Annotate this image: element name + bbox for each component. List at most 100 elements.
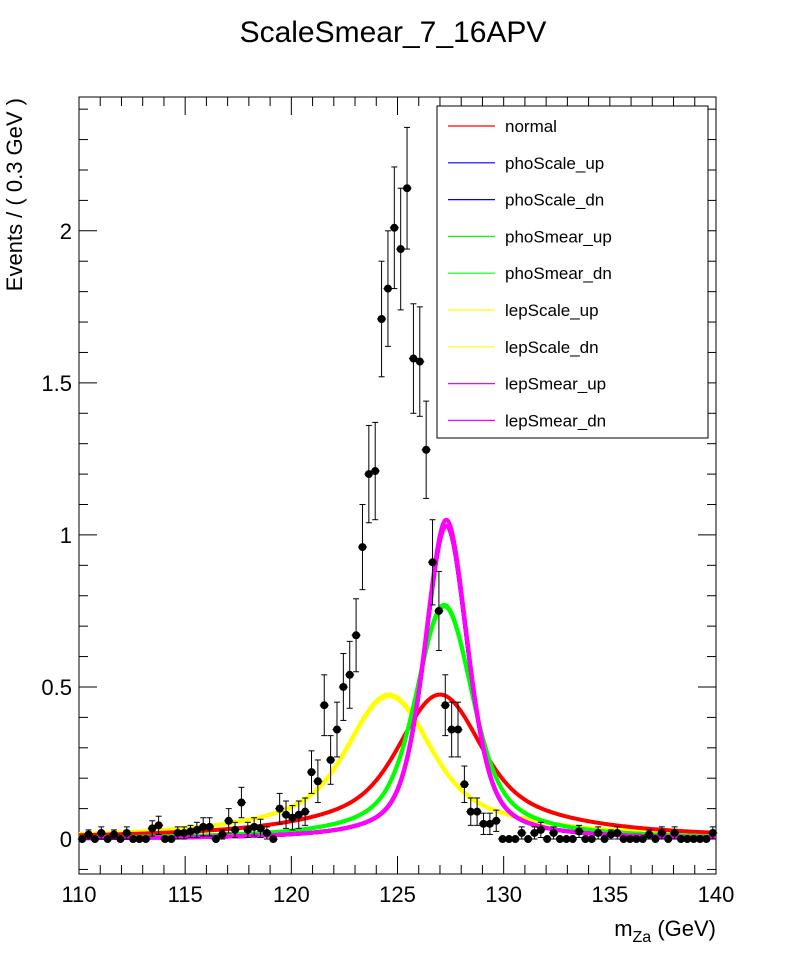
data-point [568,835,577,844]
data-point [600,835,609,844]
legend-label-lepSmear_up: lepSmear_up [505,375,606,394]
x-tick-label: 120 [273,882,310,907]
data-point [282,810,291,819]
legend-box [436,105,709,439]
data-point [224,816,233,825]
data-point [135,835,144,844]
data-point [396,245,405,254]
data-point [511,835,520,844]
data-point [237,798,246,807]
data-point [517,828,526,837]
y-tick-label: 1.5 [41,371,72,396]
data-point [524,835,533,844]
data-point [256,824,265,833]
data-point [358,543,367,552]
legend: normal phoScale_up phoScale_dn phoSmear_upp… [436,105,709,439]
data-point [211,835,220,844]
data-point [288,813,297,822]
legend-label-phoSmear_dn: phoSmear_dn [505,264,612,283]
legend-label-phoScale_up: phoScale_up [505,154,604,173]
x-axis-label-main: m [614,916,632,941]
data-point [587,835,596,844]
chart-title: ScaleSmear_7_16APV [240,16,547,49]
data-point [466,807,475,816]
data-point [390,223,399,232]
data-point [485,819,494,828]
axes: 110 115 120 125 130 135 140 0 0.5 1 1.5 2 [41,97,734,907]
data-point [403,184,412,193]
data-point [313,777,322,786]
data-point [122,828,131,837]
data-point [409,354,418,363]
x-tick-label: 110 [61,882,96,907]
data-point [103,835,112,844]
legend-label-lepSmear_dn: lepSmear_dn [505,411,606,430]
data-point [205,822,214,831]
data-point [492,816,501,825]
data-point [218,830,227,839]
data-point [562,835,571,844]
data-point [160,835,169,844]
data-point [638,835,647,844]
data-point [377,315,386,323]
data-point [575,827,584,836]
data-point [543,835,552,844]
data-point [320,701,329,710]
data-point [454,725,463,734]
data-point [613,828,622,837]
data-point [332,725,341,734]
data-point [555,835,564,844]
x-tick-label: 140 [698,882,735,907]
data-point [199,822,208,831]
x-tick-label: 125 [379,882,416,907]
data-point [581,835,590,844]
data-point [632,835,641,844]
data-point [473,807,482,816]
data-point [154,821,163,830]
data-point [441,701,450,710]
data-point [110,830,119,839]
data-point [339,682,348,691]
legend-label-normal: normal [505,117,557,136]
data-point [97,828,106,837]
data-point [619,835,628,844]
data-point [116,835,125,844]
data-point [536,825,545,834]
y-tick-label: 2 [60,219,72,244]
x-tick-label: 115 [168,882,203,907]
data-point [428,558,437,567]
x-axis-label: mZa (GeV) [614,916,716,946]
data-point [294,810,303,819]
data-point [504,835,513,844]
legend-label-phoSmear_up: phoSmear_up [505,227,612,246]
data-point [352,631,361,640]
data-point [129,835,138,844]
x-tick-label: 130 [485,882,522,907]
y-tick-label: 0.5 [41,675,72,700]
data-point [345,670,354,679]
data-point [167,835,176,844]
data-point [447,725,456,734]
legend-label-lepScale_up: lepScale_up [505,301,599,320]
data-point [243,825,252,834]
data-point [415,357,424,366]
data-point [434,606,443,615]
data-point [307,768,316,777]
data-point [498,835,507,844]
data-point [275,804,284,813]
data-point [645,830,654,839]
data-point [683,835,692,844]
data-point [383,284,392,293]
data-point [594,828,603,837]
data-point [173,828,182,837]
data-point [262,828,271,837]
data-point [651,835,660,844]
data-point [626,835,635,844]
data-point [460,780,469,789]
data-point [530,828,539,837]
data-point [269,835,278,844]
x-tick-label: 135 [591,882,628,907]
data-point [364,470,373,479]
data-point [231,825,240,834]
